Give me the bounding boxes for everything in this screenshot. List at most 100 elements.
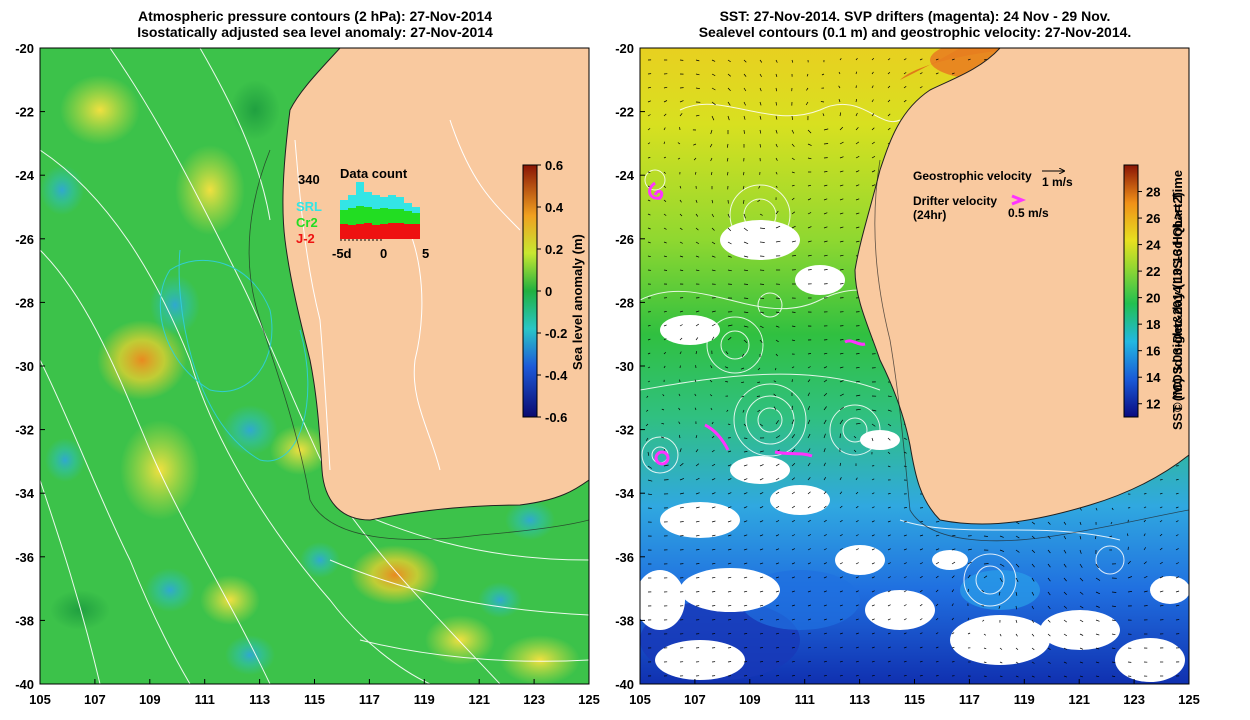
velocity-arrow xyxy=(775,463,780,467)
velocity-arrow xyxy=(983,563,989,565)
velocity-arrow xyxy=(709,143,713,148)
velocity-arrow xyxy=(823,632,828,635)
velocity-arrow xyxy=(919,590,923,593)
velocity-arrow xyxy=(663,324,667,327)
velocity-arrow xyxy=(695,59,700,62)
velocity-arrow xyxy=(775,339,779,343)
lat-tick-label: -34 xyxy=(615,486,635,501)
velocity-arrow xyxy=(679,113,683,117)
velocity-arrow xyxy=(775,225,781,229)
velocity-arrow xyxy=(727,59,731,63)
velocity-arrow xyxy=(823,604,827,607)
velocity-arrow xyxy=(871,141,875,145)
velocity-arrow xyxy=(967,548,972,551)
velocity-arrow xyxy=(791,463,796,467)
velocity-arrow xyxy=(806,87,809,91)
velocity-arrow xyxy=(647,86,652,89)
drifter-velocity-label: Drifter velocity xyxy=(913,194,997,208)
velocity-arrow xyxy=(727,337,732,341)
colorbar-tick-label: 0.2 xyxy=(545,242,563,257)
velocity-arrow xyxy=(839,433,841,439)
velocity-arrow xyxy=(871,71,874,75)
right-title-line2: Sealevel contours (0.1 m) and geostrophi… xyxy=(698,24,1132,40)
velocity-arrow xyxy=(791,675,795,677)
velocity-arrow xyxy=(759,506,764,509)
velocity-arrow xyxy=(903,590,907,593)
velocity-arrow xyxy=(935,589,939,593)
velocity-arrow xyxy=(775,548,780,551)
velocity-arrow xyxy=(1031,619,1034,623)
velocity-arrow xyxy=(1047,521,1051,525)
velocity-arrow xyxy=(1063,591,1067,596)
velocity-arrow xyxy=(999,675,1003,678)
velocity-arrow xyxy=(1047,549,1051,554)
velocity-arrow xyxy=(839,240,844,243)
sla-colorbar-gradient xyxy=(522,164,538,418)
velocity-arrow xyxy=(838,71,841,75)
inset-title: Data count xyxy=(340,166,408,181)
velocity-arrow xyxy=(757,199,761,202)
velocity-arrow xyxy=(645,423,649,427)
velocity-arrow xyxy=(727,87,731,92)
velocity-arrow xyxy=(823,419,827,425)
velocity-arrow xyxy=(1159,506,1163,509)
velocity-arrow xyxy=(839,212,844,215)
velocity-arrow xyxy=(759,450,764,453)
lon-tick-label: 117 xyxy=(359,692,380,707)
lat-tick-label: -40 xyxy=(615,677,634,692)
velocity-arrow xyxy=(951,72,955,75)
velocity-arrow xyxy=(871,409,877,412)
velocity-arrow xyxy=(1063,535,1067,540)
velocity-arrow xyxy=(742,409,745,413)
velocity-arrow xyxy=(695,269,700,272)
velocity-arrow xyxy=(1063,605,1068,609)
lon-tick-label: 115 xyxy=(304,692,325,707)
velocity-arrow xyxy=(887,58,891,61)
inset-legend-j2: J-2 xyxy=(296,231,315,246)
velocity-arrow xyxy=(887,85,891,89)
velocity-arrow xyxy=(743,675,748,677)
velocity-arrow xyxy=(1063,661,1067,664)
velocity-arrow xyxy=(823,379,828,383)
velocity-arrow xyxy=(727,269,732,272)
velocity-arrow xyxy=(679,463,684,467)
sla-colorbar: 0.6 0.4 0.2 0 -0.2 -0.4 -0.6 Sea level anomaly… xyxy=(522,158,585,425)
velocity-arrow xyxy=(679,506,684,509)
velocity-arrow xyxy=(647,213,651,216)
velocity-arrow xyxy=(775,534,780,537)
velocity-arrow xyxy=(646,437,649,441)
lon-tick-label: 119 xyxy=(1014,692,1035,707)
velocity-arrow xyxy=(757,367,761,371)
land-right xyxy=(854,48,1189,542)
velocity-arrow xyxy=(679,227,683,230)
velocity-arrow xyxy=(855,198,860,201)
velocity-arrow xyxy=(727,633,732,635)
velocity-arrow xyxy=(1175,520,1179,523)
velocity-arrow xyxy=(999,535,1004,538)
velocity-arrow xyxy=(1079,605,1084,609)
velocity-arrow xyxy=(695,241,699,244)
velocity-arrow xyxy=(743,325,749,328)
lon-tick-label: 125 xyxy=(578,692,600,707)
velocity-arrow xyxy=(823,448,826,453)
colorbar-tick-label: -0.2 xyxy=(545,326,567,341)
velocity-arrow xyxy=(839,283,844,285)
lat-tick-label: -26 xyxy=(615,232,634,247)
velocity-arrow xyxy=(743,73,747,77)
velocity-arrow xyxy=(743,451,748,453)
velocity-arrow xyxy=(855,99,857,103)
velocity-arrow xyxy=(695,520,700,523)
velocity-arrow xyxy=(855,366,860,369)
velocity-arrow xyxy=(1079,661,1084,664)
velocity-arrow xyxy=(1159,576,1164,579)
colorbar-tick-label: 12 xyxy=(1146,397,1160,412)
colorbar-tick-label: 22 xyxy=(1146,264,1160,279)
velocity-arrow xyxy=(903,534,907,537)
velocity-arrow xyxy=(743,101,746,106)
velocity-arrow xyxy=(839,491,843,495)
velocity-arrow xyxy=(1047,675,1051,678)
velocity-arrow xyxy=(871,590,875,593)
velocity-arrow xyxy=(679,269,684,271)
velocity-arrow xyxy=(1079,633,1084,636)
velocity-arrow xyxy=(695,87,700,90)
